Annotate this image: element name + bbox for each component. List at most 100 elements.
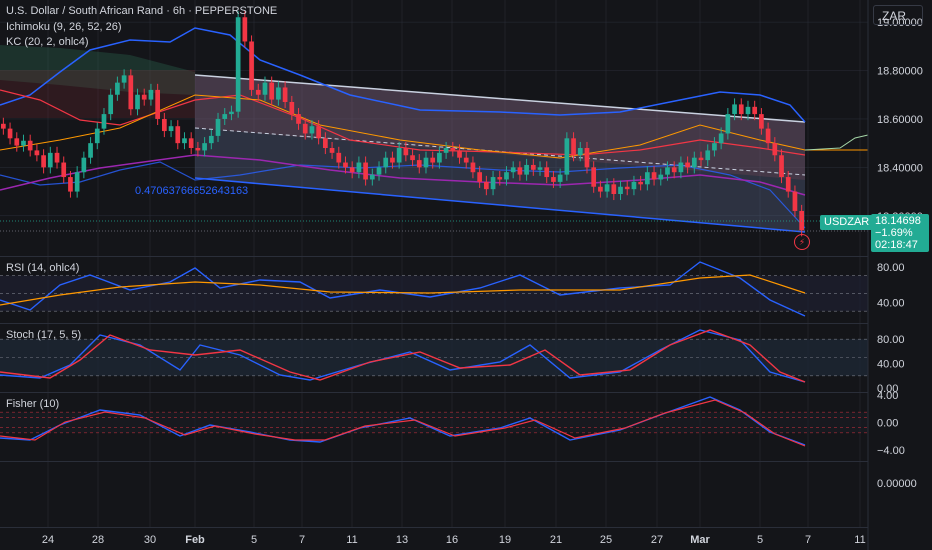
candle-body (557, 174, 563, 182)
candle-body (598, 186, 603, 192)
pane-divider[interactable] (0, 256, 868, 257)
candle-body (88, 143, 93, 158)
candle-body (658, 174, 664, 180)
candle-body (188, 138, 194, 148)
candle-body (316, 126, 321, 139)
date-axis-label: 27 (651, 534, 663, 546)
date-axis-label: 30 (144, 534, 156, 546)
candle-body (249, 41, 254, 90)
candle-body (336, 152, 342, 163)
candle-body (101, 114, 107, 129)
candle-body (168, 126, 174, 132)
candle-body (21, 140, 26, 146)
candle-body (712, 143, 717, 151)
candle-body (376, 167, 382, 175)
candle-body (242, 17, 248, 42)
bar-timer: 02:18:47 (875, 239, 918, 251)
candle-body (94, 128, 100, 144)
future-span (804, 134, 869, 151)
keltner-upper (0, 27, 806, 123)
date-axis-label: 11 (346, 534, 357, 546)
currency-selector[interactable]: ZAR (873, 5, 923, 25)
candle-body (202, 143, 207, 151)
pane-divider[interactable] (0, 461, 868, 462)
candle-body (369, 174, 375, 180)
candle-body (752, 106, 758, 115)
stoch-axis-label: 40.00 (877, 359, 905, 371)
candle-body (296, 114, 301, 124)
pane-divider[interactable] (0, 323, 868, 324)
candle-body (691, 157, 697, 168)
candle-body (665, 167, 670, 175)
candle-body (571, 138, 576, 156)
candle-body (651, 172, 657, 180)
candle-body (108, 94, 114, 115)
candle-body (504, 172, 509, 180)
candle-body (443, 148, 449, 153)
pane-divider[interactable] (0, 527, 868, 528)
ichimoku-label[interactable]: Ichimoku (9, 26, 52, 26) (6, 21, 122, 33)
candle-body (792, 191, 798, 211)
candle-body (323, 138, 328, 148)
candle-body (624, 186, 630, 190)
candle-body (759, 114, 764, 129)
candle-body (779, 155, 784, 178)
date-axis-label: 7 (805, 534, 811, 546)
candle-body (135, 94, 140, 110)
candle-body (61, 162, 67, 178)
candle-body (698, 157, 704, 161)
date-axis-label: 5 (757, 534, 763, 546)
stoch-d-line (0, 329, 806, 383)
candle-body (437, 152, 442, 163)
candle-body (705, 150, 711, 161)
candle-body (282, 87, 288, 102)
candle-body (463, 157, 469, 163)
candle-body (14, 138, 20, 146)
candle-body (222, 114, 228, 119)
extra-axis-label: 0.00000 (877, 478, 917, 490)
regression-channel (195, 75, 805, 232)
rsi-label[interactable]: RSI (14, ohlc4) (6, 262, 80, 274)
candle-body (564, 138, 570, 175)
price-axis-label: 18.40000 (877, 162, 923, 174)
lightning-icon[interactable]: ⚡ (794, 234, 810, 250)
ichimoku-cloud (0, 45, 195, 95)
regression-mid-line (194, 127, 806, 176)
fisher-axis-label: 0.00 (877, 418, 898, 430)
stoch-label[interactable]: Stoch (17, 5, 5) (6, 329, 82, 341)
date-axis-label: 28 (92, 534, 104, 546)
candle-body (591, 167, 597, 187)
candle-body (416, 160, 422, 168)
date-axis-label: 19 (499, 534, 511, 546)
candle-body (41, 155, 46, 168)
rsi-axis-label: 80.00 (877, 262, 905, 274)
candle-body (302, 123, 308, 134)
candle-body (785, 177, 791, 192)
candle-body (141, 94, 147, 100)
fisher-label[interactable]: Fisher (10) (6, 398, 60, 410)
rsi-ma-line (0, 274, 806, 306)
candle-body (718, 133, 724, 144)
candle-body (27, 140, 33, 151)
pane-divider[interactable] (0, 392, 868, 393)
candle-body (208, 135, 214, 144)
fisher-trigger-line (0, 399, 806, 447)
rsi-line (0, 261, 806, 317)
fisher-axis-label: −4.00 (877, 445, 905, 457)
stoch-axis-label: 0.00 (877, 383, 898, 395)
price-value: 18.14698 (875, 215, 921, 227)
candle-body (477, 172, 482, 182)
candle-body (1, 123, 6, 129)
candle-body (604, 184, 610, 192)
candle-body (510, 167, 516, 173)
candle-body (128, 75, 134, 110)
candle-body (363, 162, 368, 180)
candle-body (484, 181, 489, 190)
candle-body (544, 167, 550, 178)
candle-body (611, 184, 617, 194)
candle-body (115, 82, 120, 95)
candle-body (47, 152, 53, 168)
keltner-label[interactable]: KC (20, 2, ohlc4) (6, 36, 89, 48)
candle-body (155, 89, 160, 119)
